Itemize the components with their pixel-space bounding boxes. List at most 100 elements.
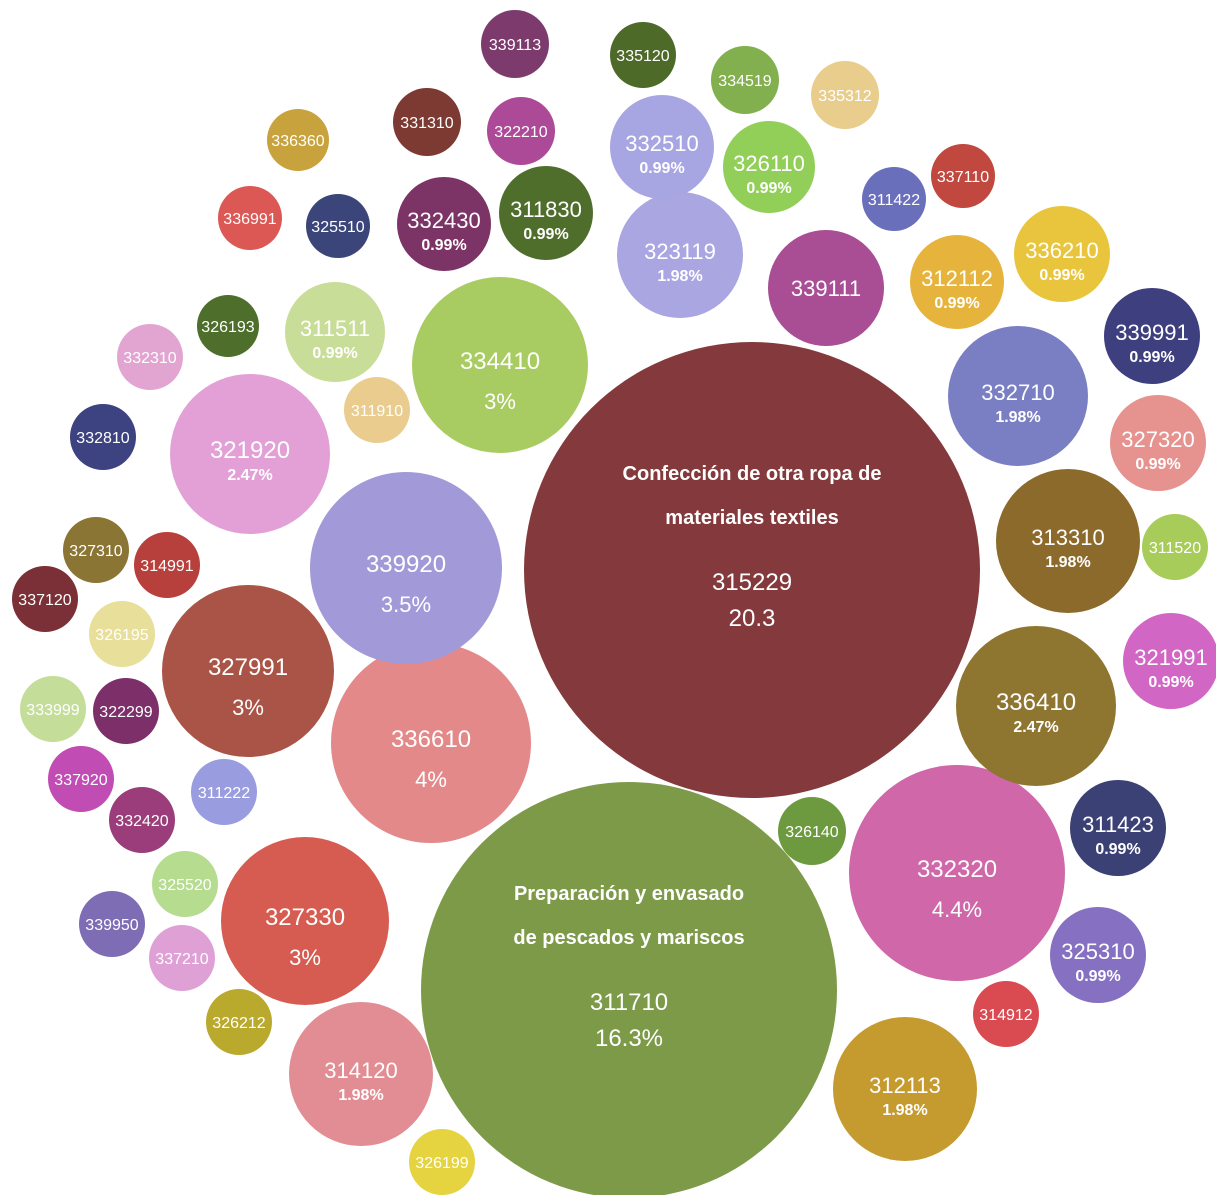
bubble-337120[interactable]: 337120 (12, 566, 78, 632)
bubble-327330[interactable]: 327330 3% (221, 837, 389, 1005)
bubble-circle[interactable] (723, 121, 815, 213)
bubble-314120[interactable]: 314120 1.98% (289, 1002, 433, 1146)
bubble-334410[interactable]: 334410 3% (412, 277, 588, 453)
bubble-326195[interactable]: 326195 (89, 601, 155, 667)
bubble-326110[interactable]: 326110 0.99% (723, 121, 815, 213)
bubble-circle[interactable] (197, 295, 259, 357)
bubble-332420[interactable]: 332420 (109, 787, 175, 853)
bubble-321920[interactable]: 321920 2.47% (170, 374, 330, 534)
bubble-circle[interactable] (973, 981, 1039, 1047)
bubble-circle[interactable] (948, 326, 1088, 466)
bubble-339950[interactable]: 339950 (79, 891, 145, 957)
bubble-332430[interactable]: 332430 0.99% (397, 177, 491, 271)
bubble-circle[interactable] (1050, 907, 1146, 1003)
bubble-326140[interactable]: 326140 (778, 797, 846, 865)
bubble-circle[interactable] (524, 342, 980, 798)
bubble-323119[interactable]: 323119 1.98% (617, 192, 743, 318)
bubble-circle[interactable] (811, 61, 879, 129)
bubble-circle[interactable] (711, 46, 779, 114)
bubble-circle[interactable] (393, 88, 461, 156)
bubble-circle[interactable] (617, 192, 743, 318)
bubble-circle[interactable] (170, 374, 330, 534)
bubble-325520[interactable]: 325520 (152, 851, 218, 917)
bubble-311222[interactable]: 311222 (191, 759, 257, 825)
bubble-325510[interactable]: 325510 (306, 194, 370, 258)
bubble-circle[interactable] (931, 144, 995, 208)
bubble-circle[interactable] (134, 532, 200, 598)
bubble-314912[interactable]: 314912 (973, 981, 1039, 1047)
bubble-314991[interactable]: 314991 (134, 532, 200, 598)
bubble-circle[interactable] (331, 643, 531, 843)
bubble-circle[interactable] (12, 566, 78, 632)
bubble-circle[interactable] (206, 989, 272, 1055)
bubble-circle[interactable] (849, 765, 1065, 981)
bubble-circle[interactable] (409, 1129, 475, 1195)
bubble-circle[interactable] (48, 746, 114, 812)
bubble-circle[interactable] (117, 324, 183, 390)
bubble-circle[interactable] (218, 186, 282, 250)
bubble-circle[interactable] (89, 601, 155, 667)
bubble-322299[interactable]: 322299 (93, 678, 159, 744)
bubble-circle[interactable] (421, 782, 837, 1195)
bubble-326212[interactable]: 326212 (206, 989, 272, 1055)
bubble-circle[interactable] (1142, 514, 1208, 580)
bubble-circle[interactable] (397, 177, 491, 271)
bubble-321991[interactable]: 321991 0.99% (1123, 613, 1216, 709)
bubble-337110[interactable]: 337110 (931, 144, 995, 208)
bubble-327310[interactable]: 327310 (63, 517, 129, 583)
bubble-336410[interactable]: 336410 2.47% (956, 626, 1116, 786)
bubble-circle[interactable] (344, 377, 410, 443)
bubble-circle[interactable] (149, 925, 215, 991)
bubble-339111[interactable]: 339111 (768, 230, 884, 346)
bubble-circle[interactable] (910, 235, 1004, 329)
bubble-311423[interactable]: 311423 0.99% (1070, 780, 1166, 876)
bubble-312113[interactable]: 312113 1.98% (833, 1017, 977, 1161)
bubble-311910[interactable]: 311910 (344, 377, 410, 443)
bubble-circle[interactable] (93, 678, 159, 744)
bubble-circle[interactable] (79, 891, 145, 957)
bubble-circle[interactable] (1070, 780, 1166, 876)
bubble-circle[interactable] (1014, 206, 1110, 302)
bubble-336210[interactable]: 336210 0.99% (1014, 206, 1110, 302)
bubble-circle[interactable] (267, 109, 329, 171)
bubble-circle[interactable] (481, 10, 549, 78)
bubble-circle[interactable] (1110, 395, 1206, 491)
bubble-circle[interactable] (778, 797, 846, 865)
bubble-circle[interactable] (285, 282, 385, 382)
bubble-circle[interactable] (20, 676, 86, 742)
bubble-336610[interactable]: 336610 4% (331, 643, 531, 843)
bubble-327991[interactable]: 327991 3% (162, 585, 334, 757)
bubble-332510[interactable]: 332510 0.99% (610, 95, 714, 199)
bubble-326199[interactable]: 326199 (409, 1129, 475, 1195)
bubble-339991[interactable]: 339991 0.99% (1104, 288, 1200, 384)
bubble-circle[interactable] (191, 759, 257, 825)
bubble-313310[interactable]: 313310 1.98% (996, 469, 1140, 613)
bubble-311422[interactable]: 311422 (862, 167, 926, 231)
bubble-332310[interactable]: 332310 (117, 324, 183, 390)
bubble-circle[interactable] (499, 166, 593, 260)
bubble-circle[interactable] (996, 469, 1140, 613)
bubble-332320[interactable]: 332320 4.4% (849, 765, 1065, 981)
bubble-circle[interactable] (162, 585, 334, 757)
bubble-circle[interactable] (610, 22, 676, 88)
bubble-335312[interactable]: 335312 (811, 61, 879, 129)
bubble-332810[interactable]: 332810 (70, 404, 136, 470)
bubble-circle[interactable] (70, 404, 136, 470)
bubble-337210[interactable]: 337210 (149, 925, 215, 991)
bubble-339113[interactable]: 339113 (481, 10, 549, 78)
bubble-336991[interactable]: 336991 (218, 186, 282, 250)
bubble-circle[interactable] (109, 787, 175, 853)
bubble-circle[interactable] (63, 517, 129, 583)
bubble-circle[interactable] (412, 277, 588, 453)
bubble-circle[interactable] (289, 1002, 433, 1146)
bubble-311710[interactable]: Preparación y envasado de pescados y mari… (421, 782, 837, 1195)
bubble-333999[interactable]: 333999 (20, 676, 86, 742)
bubble-322210[interactable]: 322210 (487, 97, 555, 165)
bubble-311520[interactable]: 311520 (1142, 514, 1208, 580)
bubble-circle[interactable] (310, 472, 502, 664)
bubble-332710[interactable]: 332710 1.98% (948, 326, 1088, 466)
bubble-334519[interactable]: 334519 (711, 46, 779, 114)
bubble-337920[interactable]: 337920 (48, 746, 114, 812)
bubble-312112[interactable]: 312112 0.99% (910, 235, 1004, 329)
bubble-circle[interactable] (1123, 613, 1216, 709)
